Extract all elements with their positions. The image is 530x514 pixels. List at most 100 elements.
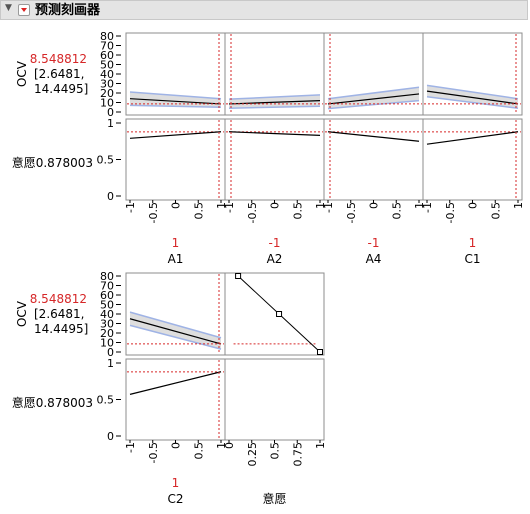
row2-ocv-tick-label: 30 [100,318,114,331]
desirability-function-x-tick-label: 0 [223,442,236,449]
row2-ci-lower: [2.6481, [34,307,84,321]
row2-ocv-tick-label: 40 [100,308,114,321]
factor-c1-ci-upper-line [426,84,519,100]
row1-ocv-tick-label: 30 [100,78,114,91]
factor-a2-setting-value[interactable]: -1 [269,236,281,250]
factor-a4-desirability-trace [327,131,420,142]
factor-c2-x-tick-label: -0.5 [147,442,160,463]
factor-a1-x-tick-label: -1 [124,202,137,213]
factor-c1-ci-lower-line [426,96,519,109]
row1-ocv-tick-label: 80 [100,30,114,43]
factor-c2-desirability-panel [125,358,226,441]
factor-a1-desirability-panel [125,118,226,201]
factor-a1-name: A1 [168,252,184,266]
factor-a2-prediction-trace [228,100,321,105]
factor-c2-confidence-band [130,312,221,350]
factor-c1-x-tick-label: 1 [512,202,525,209]
row1-ocv-tick-label: 70 [100,40,114,53]
row1-ci-upper: 14.4495] [34,82,88,96]
factor-a1-x-tick-label: -0.5 [147,202,160,223]
factor-c1-x-tick-label: 0.5 [489,202,502,220]
factor-c1-x-tick-label: -0.5 [444,202,457,223]
row2-des-tick-label: 1 [107,357,114,370]
factor-c2-x-tick-label: 0 [170,442,183,449]
factor-c1-x-tick-label: 0 [467,202,480,209]
row2-desirability-label: 意愿0.878003 [12,395,93,410]
factor-c2-ci-lower-line [129,324,222,350]
factor-a4-name: A4 [366,252,382,266]
desirability-function-x-tick-label: 0.75 [291,442,304,467]
factor-c1-setting-value[interactable]: 1 [469,236,477,250]
factor-a4-x-tick-label: 0.5 [390,202,403,220]
factor-a2-x-tick-label: 0.5 [291,202,304,220]
factor-a4-confidence-band [328,87,419,109]
row2-ocv-tick-label: 60 [100,289,114,302]
factor-a1-x-tick-label: 0 [170,202,183,209]
desirability-function-empty-panel [224,358,325,441]
row2-ocv-tick-label: 10 [100,337,114,350]
factor-c1-name: C1 [464,252,480,266]
factor-a4-x-tick-label: 1 [413,202,426,209]
factor-a2-x-tick-label: -1 [223,202,236,213]
factor-a1-ci-upper-line [129,91,222,100]
factor-a2-desirability-panel [224,118,325,201]
desirability-function-axis-label: 意愿 [262,491,286,506]
factor-a2-name: A2 [267,252,283,266]
row1-des-tick-label: 0.5 [97,154,115,167]
prediction-profiler-header: ▼ 预测刻画器 [0,0,528,20]
factor-a2-desirability-trace [228,131,321,137]
row1-ocv-tick-label: 40 [100,68,114,81]
factor-c2-prediction-trace [129,318,222,345]
factor-c1-desirability-panel [422,118,523,201]
factor-c2-setting-value[interactable]: 1 [172,476,180,490]
factor-c1-prediction-trace [426,90,519,105]
factor-a4-setting-value[interactable]: -1 [368,236,380,250]
factor-a1-ci-lower-line [129,104,222,108]
row1-des-tick-label: 0 [107,190,114,203]
row2-ocv-axis-label: OCV [15,300,29,327]
factor-c2-ci-upper-line [129,311,222,339]
row2-ocv-tick-label: 70 [100,280,114,293]
desirability-function-panel [224,272,325,356]
desirability-function-handle-1[interactable] [235,273,242,279]
factor-c1-desirability-trace [426,131,519,145]
row2-des-tick-label: 0.5 [97,394,115,407]
row1-ocv-tick-label: 60 [100,49,114,62]
desirability-function-handle-3[interactable] [317,349,323,355]
desirability-function-x-tick-label: 0.5 [269,442,282,460]
row1-ocv-axis-label: OCV [15,60,29,87]
row2-predicted-value: 8.548812 [30,292,87,306]
factor-c2-x-tick-label: 0.5 [192,442,205,460]
factor-a2-ci-lower-line [228,105,321,109]
collapse-icon[interactable]: ▼ [5,3,12,13]
row1-des-tick-label: 1 [107,117,114,130]
factor-c2-x-tick-label: 1 [215,442,228,449]
row2-ocv-tick-label: 0 [107,346,114,359]
row1-ocv-tick-label: 10 [100,97,114,110]
desirability-function-x-tick-label: 0.25 [246,442,259,467]
factor-a4-prediction-trace [327,93,420,105]
factor-a4-desirability-panel [323,118,424,201]
factor-a2-x-tick-label: 0 [269,202,282,209]
factor-a4-x-tick-label: -0.5 [345,202,358,223]
row2-ocv-tick-label: 80 [100,270,114,283]
row1-ci-lower: [2.6481, [34,67,84,81]
row2-ci-upper: 14.4495] [34,322,88,336]
row1-desirability-label: 意愿0.878003 [12,155,93,170]
factor-c2-name: C2 [167,492,183,506]
factor-c2-x-tick-label: -1 [124,442,137,453]
red-triangle-menu-icon[interactable] [18,4,30,16]
factor-a1-x-tick-label: 0.5 [192,202,205,220]
factor-c1-x-tick-label: -1 [421,202,434,213]
factor-a4-x-tick-label: 0 [368,202,381,209]
row2-ocv-tick-label: 20 [100,327,114,340]
desirability-function-handle-2[interactable] [276,311,283,317]
desirability-function-x-tick-label: 1 [314,442,327,449]
panel-title: 预测刻画器 [35,3,101,18]
factor-a4-ci-upper-line [327,86,420,100]
row1-ocv-tick-label: 20 [100,87,114,100]
row1-ocv-tick-label: 50 [100,59,114,72]
factor-a1-setting-value[interactable]: 1 [172,236,180,250]
factor-c2-desirability-trace [129,371,222,395]
